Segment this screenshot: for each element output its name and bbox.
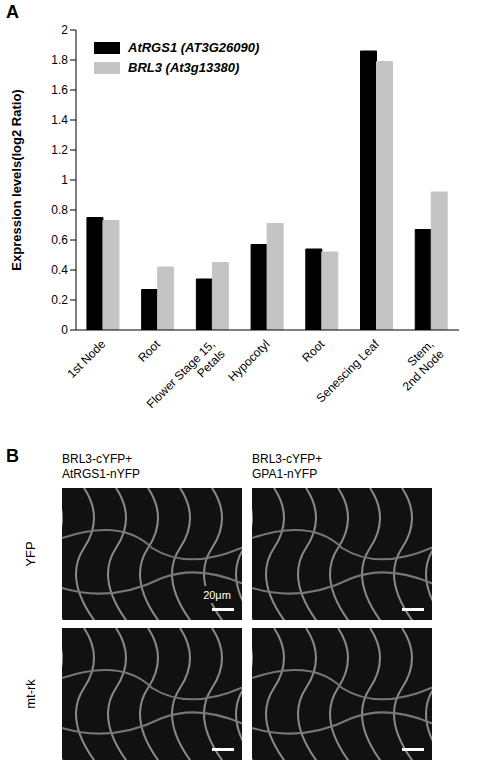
html-text:YFP: YFP: [22, 541, 38, 567]
svg-text:Expression levels(log2 Ratio): Expression levels(log2 Ratio): [9, 89, 24, 270]
html-text:B: B: [6, 446, 19, 466]
svg-text:1st Node: 1st Node: [64, 337, 108, 381]
html-text:GPA1-nYFP: GPA1-nYFP: [252, 467, 318, 481]
svg-text:Root: Root: [299, 337, 327, 365]
html-text:BRL3-cYFP+: BRL3-cYFP+: [62, 452, 133, 466]
svg-text:0: 0: [61, 323, 68, 337]
svg-text:1.6: 1.6: [51, 83, 68, 97]
svg-text:20μm: 20μm: [203, 589, 231, 601]
svg-text:0.4: 0.4: [51, 263, 68, 277]
svg-text:2: 2: [61, 23, 68, 37]
svg-text:0.8: 0.8: [51, 203, 68, 217]
svg-text:Hypocotyl: Hypocotyl: [225, 337, 272, 384]
svg-text:1.8: 1.8: [51, 53, 68, 67]
html-text:AtRGS1 (AT3G26090): AtRGS1 (AT3G26090): [128, 40, 260, 55]
svg-text:Senescing Leaf: Senescing Leaf: [313, 337, 382, 406]
html-text:BRL3 (At3g13380): BRL3 (At3g13380): [128, 60, 240, 75]
svg-text:0.2: 0.2: [51, 293, 68, 307]
html-text:A: A: [6, 2, 19, 22]
html-text:BRL3-cYFP+: BRL3-cYFP+: [252, 452, 323, 466]
svg-text:1.2: 1.2: [51, 143, 68, 157]
svg-text:1.4: 1.4: [51, 113, 68, 127]
svg-text:Flower Stage 15,Petals: Flower Stage 15,Petals: [144, 337, 228, 421]
svg-text:0.6: 0.6: [51, 233, 68, 247]
html-text:mt-rk: mt-rk: [22, 679, 38, 709]
svg-text:Stem,2nd Node: Stem,2nd Node: [390, 337, 447, 394]
html-text:AtRGS1-nYFP: AtRGS1-nYFP: [62, 467, 140, 481]
svg-text:1: 1: [61, 173, 68, 187]
svg-text:Root: Root: [135, 337, 163, 365]
